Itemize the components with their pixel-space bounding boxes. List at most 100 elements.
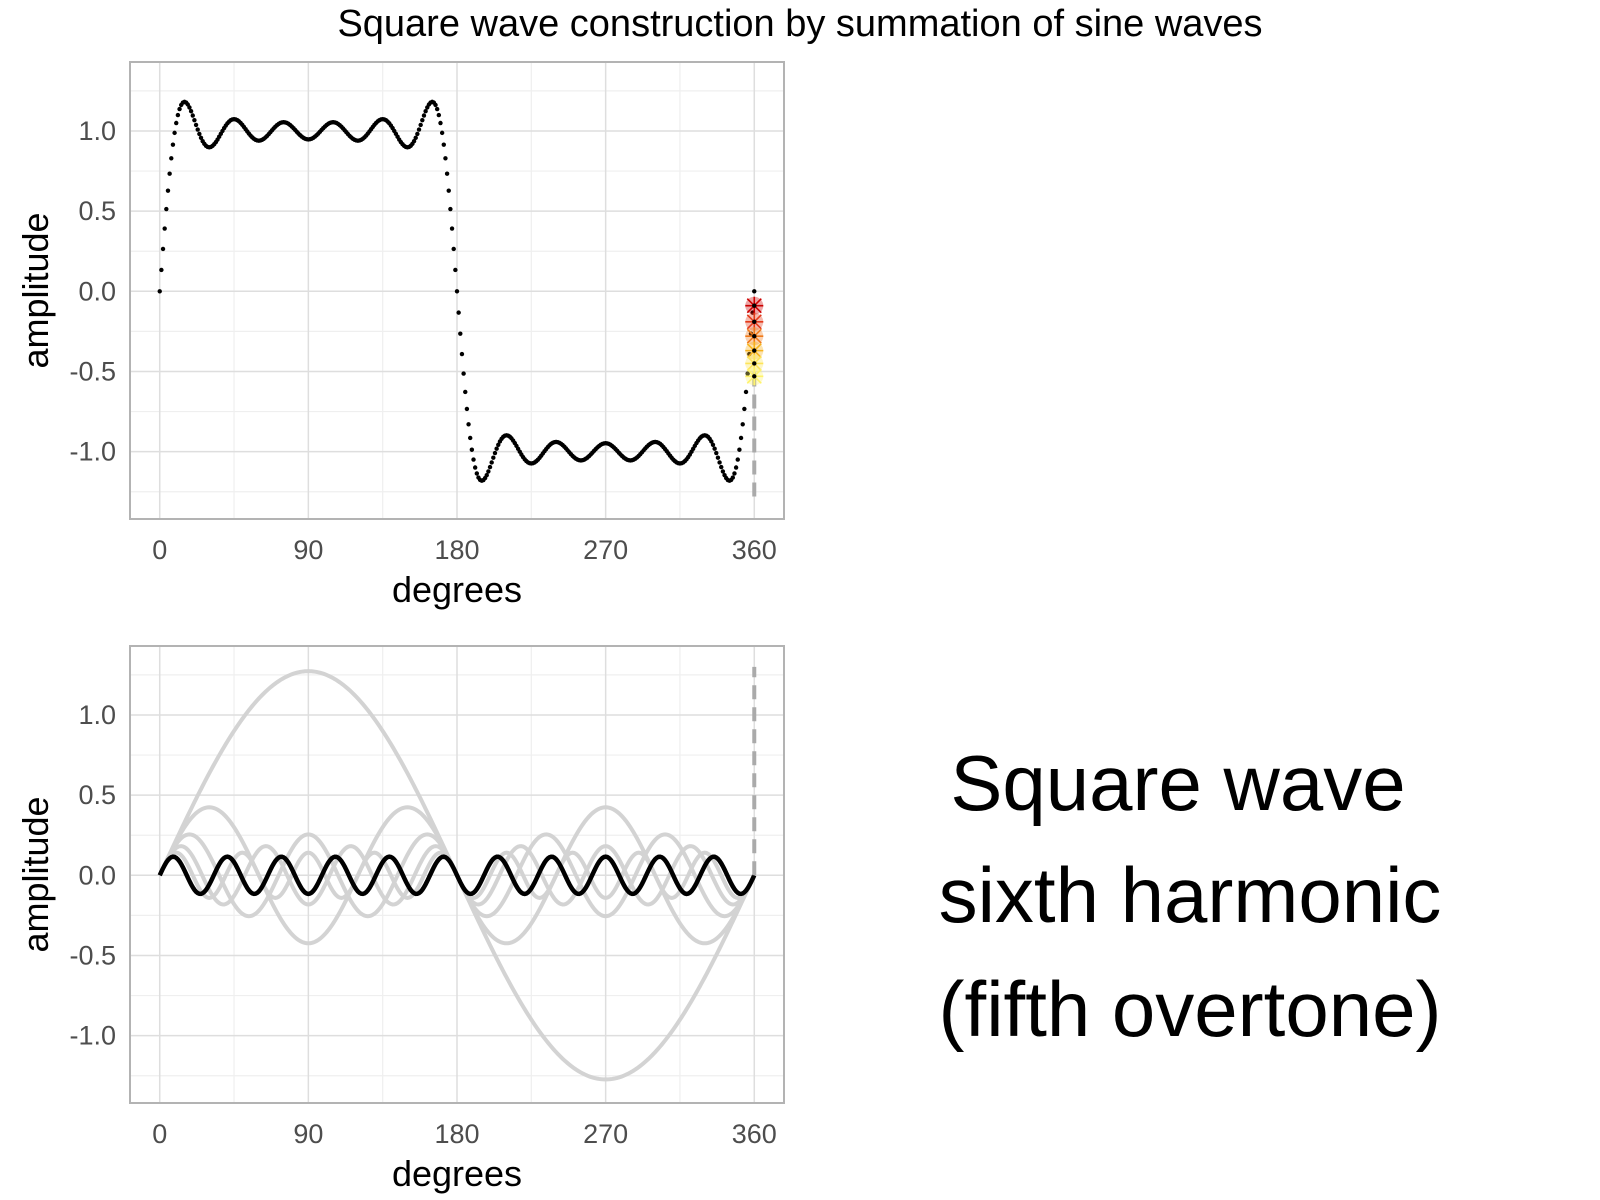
top-cursor-and-markers bbox=[745, 296, 764, 497]
sum-dot bbox=[423, 109, 428, 114]
caption-line-1: Square wave bbox=[950, 739, 1405, 827]
sum-dot bbox=[458, 331, 463, 336]
chart-title: Square wave construction by summation of… bbox=[337, 3, 1262, 45]
sum-dot bbox=[177, 106, 182, 112]
bottom-panel-border bbox=[129, 645, 785, 1104]
sum-dot bbox=[738, 435, 744, 441]
sum-dot bbox=[421, 113, 427, 118]
x-tick-label: 270 bbox=[583, 1119, 628, 1149]
sum-dot bbox=[446, 188, 451, 193]
sum-dot bbox=[712, 446, 717, 451]
sum-dot bbox=[169, 156, 174, 161]
sum-dot bbox=[486, 469, 491, 474]
y-tick-label: -0.5 bbox=[69, 356, 116, 386]
x-tick-label: 180 bbox=[434, 535, 479, 565]
sum-dot bbox=[484, 472, 489, 478]
top-x-axis-title: degrees bbox=[392, 569, 522, 610]
sum-dot bbox=[752, 289, 757, 294]
sum-dot bbox=[459, 351, 465, 357]
sum-dot bbox=[735, 457, 740, 462]
sum-dot bbox=[193, 122, 199, 128]
top-x-tick-labels: 0 90 180 270 360 bbox=[152, 535, 777, 565]
sum-dot bbox=[197, 131, 202, 137]
sum-dot bbox=[461, 371, 466, 376]
sum-dot bbox=[733, 465, 739, 470]
sum-dot bbox=[717, 460, 722, 465]
sum-dot bbox=[453, 267, 458, 273]
sum-dot bbox=[438, 120, 443, 126]
sum-dot bbox=[413, 135, 418, 141]
marker-center bbox=[752, 348, 757, 353]
sum-dot bbox=[714, 450, 719, 456]
top-panel-border bbox=[129, 61, 785, 520]
sum-dot bbox=[464, 406, 470, 412]
sum-dot bbox=[198, 135, 204, 141]
top-y-axis-title: amplitude bbox=[15, 212, 56, 368]
sum-dot bbox=[167, 171, 172, 176]
sum-dot bbox=[720, 469, 726, 474]
sum-dot bbox=[443, 156, 448, 161]
sum-dot bbox=[170, 142, 176, 147]
marker-center bbox=[752, 334, 757, 339]
sum-dot bbox=[449, 226, 455, 231]
sum-dot bbox=[195, 127, 200, 132]
harmonic-star-marker bbox=[745, 312, 764, 331]
sum-dot bbox=[159, 267, 164, 273]
x-tick-label: 90 bbox=[293, 1119, 323, 1149]
bottom-y-axis-title: amplitude bbox=[15, 796, 56, 952]
x-tick-label: 90 bbox=[293, 535, 323, 565]
marker-center bbox=[752, 374, 757, 379]
top-panel-sum-plot: 1.0 0.5 0.0 -0.5 -1.0 0 90 180 270 360 degrees a… bbox=[15, 61, 785, 610]
bottom-series-components bbox=[157, 669, 757, 1082]
harmonic-star-marker bbox=[745, 341, 764, 360]
top-series-partial-sum bbox=[157, 99, 757, 483]
sum-dot bbox=[160, 246, 166, 252]
top-y-tick-labels: 1.0 0.5 0.0 -0.5 -1.0 bbox=[69, 116, 116, 467]
marker-center bbox=[752, 303, 757, 308]
sum-dot bbox=[719, 464, 724, 470]
x-tick-label: 270 bbox=[583, 535, 628, 565]
sum-dot bbox=[418, 122, 423, 128]
sum-dot bbox=[743, 389, 749, 395]
caption-line-3: (fifth overtone) bbox=[939, 965, 1442, 1053]
sum-dot bbox=[411, 138, 417, 144]
caption-line-2: sixth harmonic bbox=[939, 851, 1442, 939]
y-tick-label: -1.0 bbox=[69, 1021, 116, 1051]
sum-dot bbox=[715, 455, 721, 460]
harmonic-star-marker bbox=[745, 367, 764, 386]
x-tick-label: 0 bbox=[152, 535, 167, 565]
sum-dot bbox=[469, 447, 475, 452]
y-tick-label: 0.5 bbox=[78, 196, 116, 226]
sum-dot bbox=[496, 442, 501, 447]
sum-dot bbox=[157, 289, 162, 294]
y-tick-label: -1.0 bbox=[69, 437, 116, 467]
sum-dot bbox=[451, 246, 456, 252]
sum-dot bbox=[415, 131, 420, 137]
x-tick-label: 360 bbox=[732, 535, 777, 565]
sum-dot bbox=[466, 422, 471, 427]
sum-dot bbox=[436, 112, 442, 118]
sum-dot bbox=[441, 142, 446, 147]
sum-dot bbox=[454, 289, 460, 294]
sum-dot bbox=[732, 471, 737, 476]
sum-dot bbox=[487, 464, 493, 470]
sum-dot bbox=[463, 389, 468, 395]
x-tick-label: 0 bbox=[152, 1119, 167, 1149]
sum-dot bbox=[162, 226, 167, 231]
sum-dot bbox=[175, 112, 181, 118]
sum-dot bbox=[187, 105, 192, 110]
sum-dot bbox=[710, 442, 716, 447]
sum-dot bbox=[730, 475, 735, 480]
harmonic-star-marker bbox=[745, 354, 764, 373]
bottom-x-axis-title: degrees bbox=[392, 1153, 522, 1194]
y-tick-label: 0.0 bbox=[78, 276, 116, 306]
x-tick-label: 180 bbox=[434, 1119, 479, 1149]
sum-dot bbox=[742, 406, 747, 412]
sum-dot bbox=[190, 113, 195, 118]
current-harmonic-11 bbox=[157, 854, 757, 897]
sum-dot bbox=[433, 102, 438, 108]
sum-dot bbox=[174, 120, 179, 126]
y-tick-label: 0.5 bbox=[78, 780, 116, 810]
sum-dot bbox=[474, 471, 480, 476]
